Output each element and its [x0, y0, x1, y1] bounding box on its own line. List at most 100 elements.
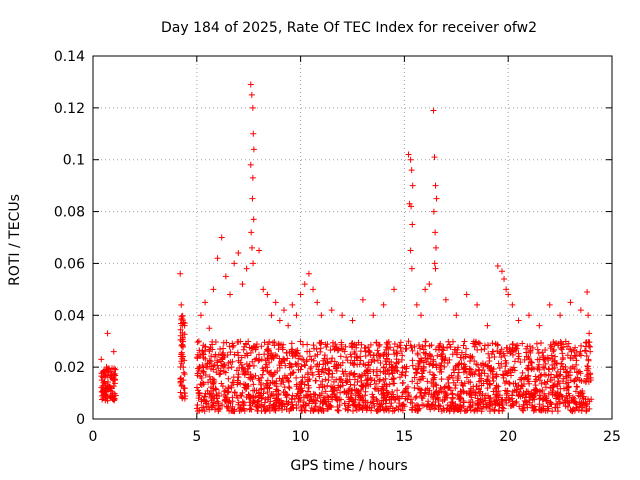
data-point	[378, 387, 385, 394]
data-point	[339, 379, 346, 386]
data-point	[498, 398, 505, 405]
data-point	[438, 353, 445, 360]
data-point	[322, 376, 329, 383]
data-point	[272, 407, 279, 414]
data-point	[434, 352, 441, 359]
data-point	[493, 395, 500, 402]
data-point	[196, 364, 203, 371]
data-point	[412, 403, 419, 410]
data-point	[271, 339, 278, 346]
data-point	[411, 374, 418, 381]
data-point	[544, 407, 551, 414]
data-point	[298, 363, 305, 370]
data-point	[177, 378, 184, 385]
data-point	[486, 380, 493, 387]
data-point	[468, 354, 475, 361]
data-point	[549, 389, 556, 396]
data-point	[585, 357, 592, 364]
data-point	[261, 403, 268, 410]
data-point	[351, 371, 358, 378]
data-point	[571, 352, 578, 359]
data-point	[225, 405, 232, 412]
data-point	[414, 365, 421, 372]
data-point	[532, 373, 539, 380]
data-point	[321, 352, 328, 359]
data-point	[237, 338, 244, 345]
data-point	[428, 353, 435, 360]
data-point	[181, 371, 188, 378]
data-point	[305, 382, 312, 389]
data-point	[179, 338, 186, 345]
data-point	[250, 260, 257, 267]
data-point	[560, 399, 567, 406]
data-point	[235, 401, 242, 408]
data-point	[535, 406, 542, 413]
data-point	[252, 346, 259, 353]
data-point	[549, 408, 556, 415]
data-point	[361, 345, 368, 352]
data-point	[479, 360, 486, 367]
data-point	[408, 265, 415, 272]
data-point	[433, 361, 440, 368]
data-point	[326, 367, 333, 374]
data-point	[281, 356, 288, 363]
data-point	[275, 346, 282, 353]
data-point	[200, 404, 207, 411]
data-point	[443, 407, 450, 414]
data-point	[409, 362, 416, 369]
data-point	[225, 398, 232, 405]
data-point	[438, 359, 445, 366]
data-point	[450, 338, 457, 345]
data-point	[357, 348, 364, 355]
data-point	[396, 395, 403, 402]
data-point	[344, 378, 351, 385]
data-point	[238, 354, 245, 361]
data-point	[220, 345, 227, 352]
data-point	[391, 380, 398, 387]
data-point	[268, 312, 275, 319]
data-point	[177, 270, 184, 277]
data-point	[442, 296, 449, 303]
data-point	[254, 398, 261, 405]
data-point	[209, 385, 216, 392]
data-point	[325, 366, 332, 373]
data-point	[180, 344, 187, 351]
data-point	[297, 338, 304, 345]
data-point	[206, 391, 213, 398]
data-point	[403, 385, 410, 392]
data-point	[474, 395, 481, 402]
data-point	[200, 381, 207, 388]
data-point	[430, 107, 437, 114]
data-point	[316, 373, 323, 380]
data-point	[489, 340, 496, 347]
data-point	[229, 340, 236, 347]
data-point	[178, 301, 185, 308]
data-point	[536, 356, 543, 363]
data-point	[525, 312, 532, 319]
data-point	[242, 381, 249, 388]
data-point	[318, 312, 325, 319]
data-point	[102, 382, 109, 389]
data-point	[371, 358, 378, 365]
data-point	[551, 341, 558, 348]
data-point	[255, 375, 262, 382]
data-point	[288, 340, 295, 347]
data-point	[229, 394, 236, 401]
data-point	[355, 401, 362, 408]
data-point	[280, 388, 287, 395]
data-point	[329, 355, 336, 362]
data-point	[542, 347, 549, 354]
data-point	[197, 312, 204, 319]
data-point	[252, 403, 259, 410]
data-point	[255, 351, 262, 358]
data-point	[363, 407, 370, 414]
data-point	[557, 312, 564, 319]
data-point	[238, 361, 245, 368]
data-point	[248, 91, 255, 98]
data-point	[405, 389, 412, 396]
data-point	[286, 385, 293, 392]
data-point	[431, 260, 438, 267]
data-point	[490, 377, 497, 384]
data-point	[234, 373, 241, 380]
data-point	[200, 342, 207, 349]
